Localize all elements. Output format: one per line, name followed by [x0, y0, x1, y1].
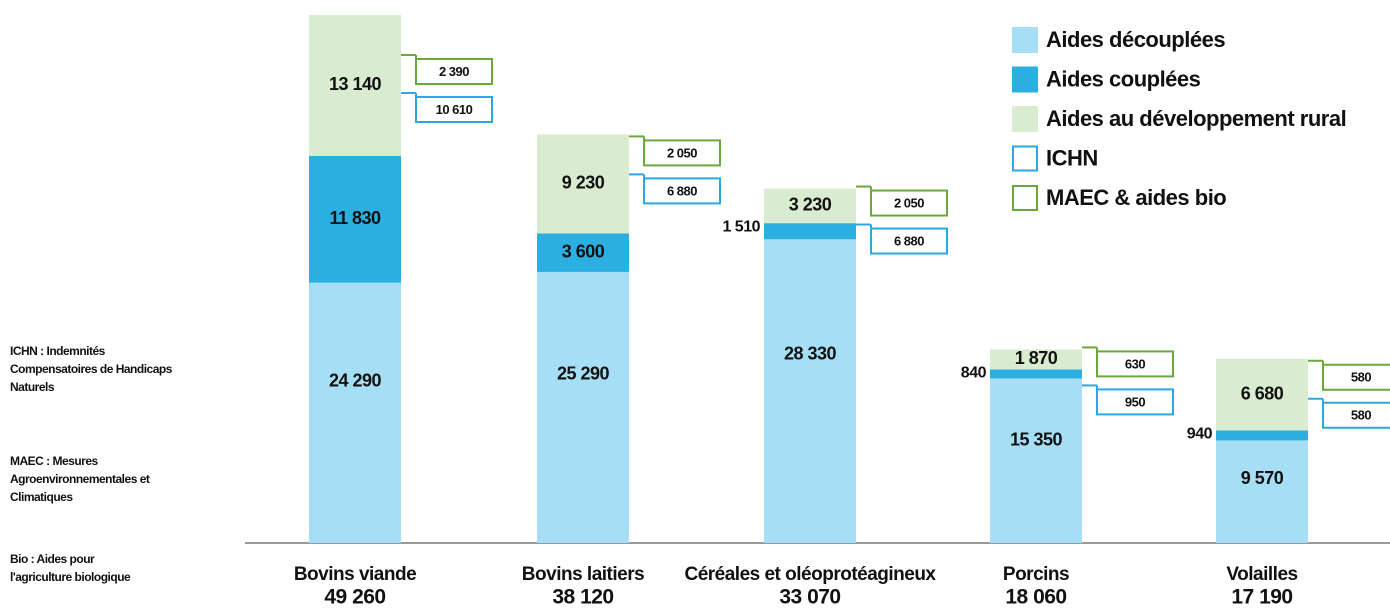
boxed-label: 10 610: [436, 102, 473, 117]
bar-segment: [1216, 440, 1308, 543]
value-label: 28 330: [784, 343, 837, 363]
bar-segment: [1216, 430, 1308, 441]
legend-swatch: [1012, 27, 1038, 53]
bar-segment: [990, 369, 1082, 379]
value-label: 1 510: [722, 218, 760, 235]
legend-swatch: [1012, 66, 1038, 93]
bar-segment: [764, 239, 856, 543]
category-label: Porcins: [1003, 564, 1069, 585]
bar-segment: [309, 155, 401, 283]
total-label: 49 260: [324, 586, 385, 609]
total-label: 17 190: [1231, 586, 1292, 609]
boxed-value: [643, 139, 721, 167]
boxed-value: [870, 227, 948, 255]
legend-swatch: [1012, 185, 1038, 211]
bar-segment: [990, 349, 1082, 370]
category-label: Bovins laitiers: [522, 564, 644, 585]
boxed-value: [415, 96, 493, 123]
legend-label: Aides découplées: [1046, 27, 1225, 52]
category-label: Volailles: [1226, 564, 1297, 585]
value-label: 13 140: [329, 74, 382, 94]
value-label: 9 570: [1241, 468, 1284, 488]
bar-segment: [1216, 358, 1308, 431]
legend-label: MAEC & aides bio: [1046, 185, 1226, 210]
boxed-value: [415, 58, 493, 85]
boxed-label: 630: [1125, 356, 1145, 371]
value-label: 15 350: [1010, 430, 1063, 450]
note: Bio : Aides pour l'agriculture biologique: [10, 552, 131, 584]
value-label: 1 870: [1015, 348, 1058, 368]
value-label: 9 230: [562, 173, 605, 193]
boxed-value: [643, 177, 721, 205]
bar-segment: [537, 134, 629, 234]
value-label: 940: [1187, 426, 1213, 443]
boxed-value: [1096, 388, 1174, 416]
note: MAEC : Mesures Agroenvironnementales et Cl…: [10, 454, 150, 504]
boxed-value: [870, 189, 948, 217]
value-label: 24 290: [329, 370, 382, 390]
legend-label: Aides au développement rural: [1046, 106, 1346, 131]
boxed-value: [1096, 350, 1174, 378]
note: ICHN : Indemnités Compensatoires de Handi…: [10, 344, 173, 394]
bar-segment: [990, 378, 1082, 543]
legend-swatch: [1012, 106, 1038, 132]
bar-segment: [309, 15, 401, 156]
value-label: 11 830: [329, 208, 381, 228]
category-label: Bovins viande: [294, 564, 416, 585]
value-label: 6 680: [1241, 383, 1284, 403]
bar-segment: [309, 282, 401, 543]
boxed-label: 2 390: [439, 64, 469, 79]
total-label: 38 120: [552, 586, 613, 609]
bar-segment: [764, 188, 856, 224]
boxed-label: 6 880: [667, 183, 697, 198]
legend-swatch: [1012, 145, 1038, 172]
bar-segment: [537, 271, 629, 543]
value-label: 25 290: [557, 364, 610, 384]
total-label: 33 070: [779, 586, 840, 609]
bar-segment: [764, 223, 856, 240]
value-label: 3 230: [789, 195, 832, 215]
total-label: 18 060: [1005, 586, 1066, 609]
legend-label: ICHN: [1046, 145, 1098, 170]
boxed-value: [1322, 401, 1390, 429]
boxed-value: [1322, 363, 1390, 391]
boxed-label: 950: [1125, 394, 1145, 409]
legend-label: Aides couplées: [1046, 66, 1201, 91]
category-label: Céréales et oléoprotéagineux: [684, 564, 936, 585]
boxed-label: 2 050: [667, 145, 697, 160]
bar-segment: [537, 233, 629, 272]
boxed-label: 580: [1351, 370, 1371, 385]
value-label: 840: [961, 365, 987, 382]
boxed-label: 2 050: [894, 195, 924, 210]
value-label: 3 600: [562, 241, 605, 261]
boxed-label: 580: [1351, 408, 1371, 423]
boxed-label: 6 880: [894, 233, 924, 248]
